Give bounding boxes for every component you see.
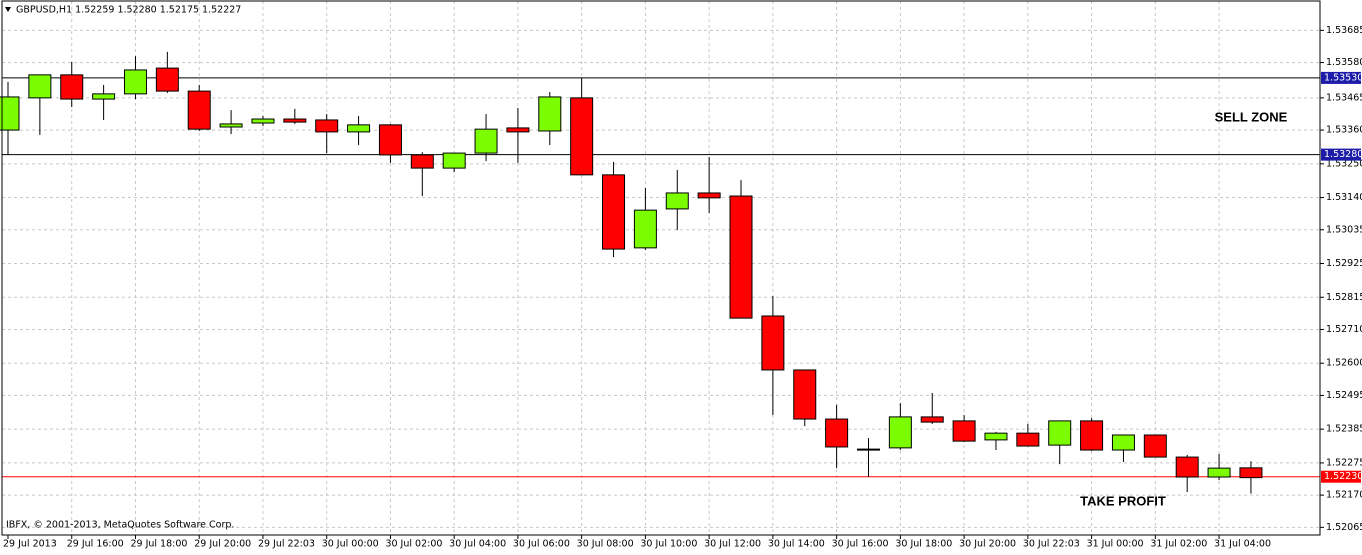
x-tick-label: 30 Jul 12:00	[704, 539, 761, 550]
y-tick-label: 1.52495	[1326, 390, 1362, 401]
x-tick-label: 29 Jul 16:00	[67, 539, 124, 550]
source-note: IBFX, © 2001-2013, MetaQuotes Software C…	[6, 520, 234, 531]
candle-body	[952, 420, 976, 442]
y-tick-label: 1.52600	[1326, 358, 1362, 369]
y-tick-label: 1.52925	[1326, 258, 1362, 269]
x-tick-label: 30 Jul 16:00	[832, 539, 889, 550]
y-tick-label: 1.52275	[1326, 457, 1362, 468]
levels	[2, 77, 1320, 478]
x-tick-label: 30 Jul 10:00	[640, 539, 697, 550]
plot-frame	[1, 0, 1321, 536]
chart-title: GBPUSD,H1 1.52259 1.52280 1.52175 1.5222…	[16, 5, 241, 16]
x-tick-label: 30 Jul 22:03	[1023, 539, 1080, 550]
candle-body	[92, 93, 116, 100]
y-tick-label: 1.53465	[1326, 92, 1362, 103]
candle-body	[665, 192, 689, 210]
price-tag-label: 1.53280	[1324, 149, 1362, 160]
candle-body	[984, 432, 1008, 441]
candle-body	[1207, 467, 1231, 478]
y-tick-label: 1.53580	[1326, 57, 1362, 68]
candle-body	[1048, 420, 1072, 446]
price-tag-label: 1.53530	[1324, 72, 1362, 83]
candle-body	[570, 97, 594, 176]
x-tick-label: 30 Jul 06:00	[513, 539, 570, 550]
price-tag	[1321, 470, 1361, 483]
y-tick-label: 1.53140	[1326, 192, 1362, 203]
price-tag	[1321, 148, 1361, 161]
candle-body	[251, 118, 275, 124]
price-tag-label: 1.52230	[1324, 471, 1362, 482]
y-axis: 1.53685 1.53580 1.53465 1.53360 1.53250 1.531…	[3, 25, 1362, 550]
x-tick-label: 29 Jul 2013	[3, 539, 57, 550]
candle-body	[378, 124, 402, 156]
candle-body	[602, 174, 626, 250]
candle-body	[1080, 420, 1104, 451]
x-tick-label: 30 Jul 20:00	[959, 539, 1016, 550]
candle-body	[793, 369, 817, 420]
x-tick-label: 30 Jul 00:00	[322, 539, 379, 550]
y-tick-label: 1.52815	[1326, 292, 1362, 303]
candle-body	[315, 119, 339, 133]
candle-body	[0, 96, 20, 131]
x-tick-label: 31 Jul 00:00	[1087, 539, 1144, 550]
annotation: SELL ZONE	[1215, 109, 1288, 124]
candle-body	[1016, 432, 1040, 447]
candle-body	[888, 416, 912, 449]
candle-body	[1143, 434, 1167, 458]
candle-body	[60, 74, 84, 100]
candle-body	[123, 69, 147, 95]
x-tick-label: 30 Jul 18:00	[895, 539, 952, 550]
candle-body	[155, 67, 179, 92]
x-tick-label: 31 Jul 04:00	[1214, 539, 1271, 550]
menu-arrow[interactable]	[5, 7, 11, 12]
x-tick-label: 30 Jul 14:00	[768, 539, 825, 550]
candle-body	[474, 128, 498, 154]
y-tick-label: 1.52170	[1326, 490, 1362, 501]
y-tick-label: 1.52710	[1326, 324, 1362, 335]
y-tick-label: 1.53360	[1326, 125, 1362, 136]
candle-body	[442, 152, 466, 169]
candle-body	[347, 124, 371, 133]
x-tick-label: 29 Jul 20:00	[194, 539, 251, 550]
x-tick-label: 29 Jul 22:03	[258, 539, 315, 550]
x-tick-label: 30 Jul 02:00	[385, 539, 442, 550]
candle-body	[761, 315, 785, 371]
candle-body	[219, 123, 243, 128]
annotation: TAKE PROFIT	[1080, 493, 1166, 508]
x-tick-label: 30 Jul 08:00	[577, 539, 634, 550]
candle-body	[506, 127, 530, 133]
x-tick-label: 31 Jul 02:00	[1150, 539, 1207, 550]
y-tick-label: 1.53250	[1326, 158, 1362, 169]
candle-body	[410, 154, 434, 169]
x-tick-label: 30 Jul 04:00	[449, 539, 506, 550]
candle-body	[1111, 434, 1135, 451]
candle-body	[633, 209, 657, 249]
candle-body	[920, 416, 944, 423]
y-tick-label: 1.52385	[1326, 424, 1362, 435]
candle-body	[538, 96, 562, 132]
candles	[0, 51, 1263, 494]
y-tick-label: 1.52065	[1326, 522, 1362, 533]
candle-body	[825, 418, 849, 448]
candle-body	[856, 448, 880, 451]
candle-body	[697, 192, 721, 199]
y-tick-label: 1.53685	[1326, 25, 1362, 36]
candle-body	[1175, 456, 1199, 478]
y-tick-label: 1.53035	[1326, 224, 1362, 235]
price-tag	[1321, 71, 1361, 84]
candle-body	[1239, 467, 1263, 479]
candle-body	[729, 195, 753, 319]
candle-body	[187, 90, 211, 130]
x-tick-label: 29 Jul 18:00	[130, 539, 187, 550]
candle-body	[283, 118, 307, 123]
candle-body	[28, 74, 52, 99]
